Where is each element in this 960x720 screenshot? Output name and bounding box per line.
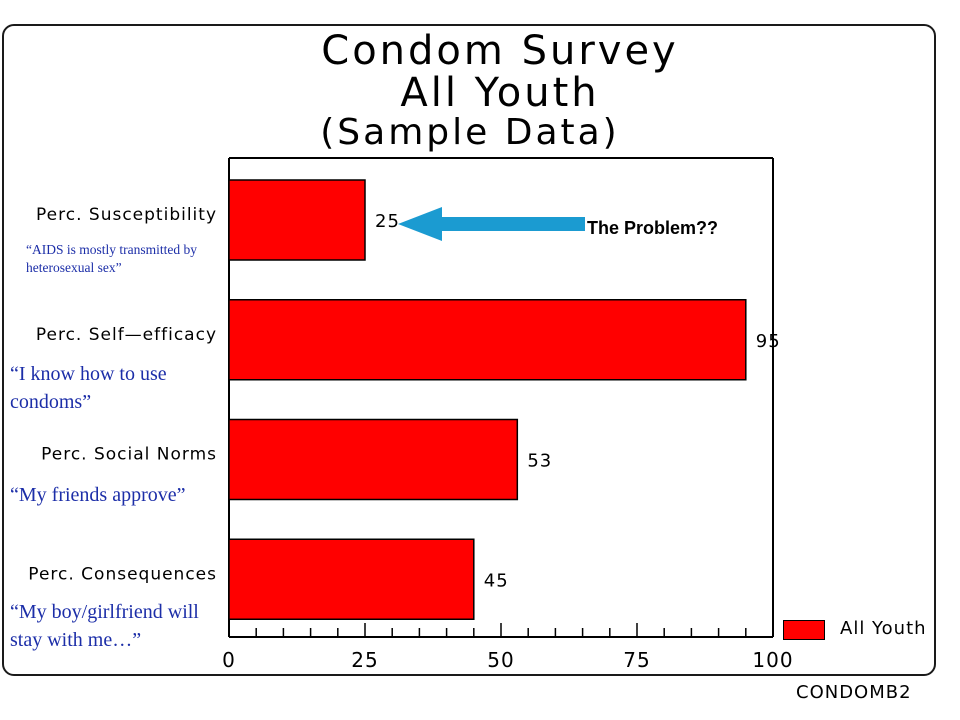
bar-value-label: 25: [375, 211, 400, 232]
quote-consequences: “My boy/girlfriend will stay with me…”: [10, 601, 199, 651]
bar-3: [228, 538, 475, 620]
problem-annotation: The Problem??: [587, 218, 719, 238]
x-tick-label: 100: [752, 648, 793, 672]
category-label: Perc. Social Norms: [41, 445, 217, 465]
quote-social-norms: “My friends approve”: [10, 484, 186, 506]
bar-value-label: 95: [756, 331, 781, 352]
legend-label: All Youth: [840, 618, 927, 639]
chart-subtitle: (Sample Data): [320, 112, 620, 153]
legend-swatch: [783, 620, 825, 640]
category-label: Perc. Self—efficacy: [36, 325, 217, 345]
category-label: Perc. Susceptibility: [36, 205, 217, 225]
chart-title-line1: Condom Survey: [321, 28, 679, 74]
annotation-arrow-shaft: [440, 217, 585, 231]
x-tick-label: 0: [222, 648, 236, 672]
figure-code: CONDOMB2: [796, 682, 912, 703]
annotation-arrow-head: [398, 207, 442, 241]
quote-susceptibility: “AIDS is mostly transmitted by heterosex…: [26, 242, 197, 275]
x-tick-label: 25: [351, 648, 378, 672]
bar-0: [228, 179, 366, 261]
bar-value-label: 53: [527, 451, 552, 472]
quote-self-efficacy: “I know how to use condoms”: [10, 363, 167, 413]
chart-frame: [2, 24, 936, 676]
bar-value-label: 45: [484, 570, 509, 591]
chart-title-line2: All Youth: [400, 70, 600, 116]
x-tick-label: 75: [623, 648, 650, 672]
x-tick-label: 50: [487, 648, 514, 672]
bar-2: [228, 418, 519, 501]
bar-1: [228, 299, 747, 381]
category-label: Perc. Consequences: [28, 564, 217, 584]
